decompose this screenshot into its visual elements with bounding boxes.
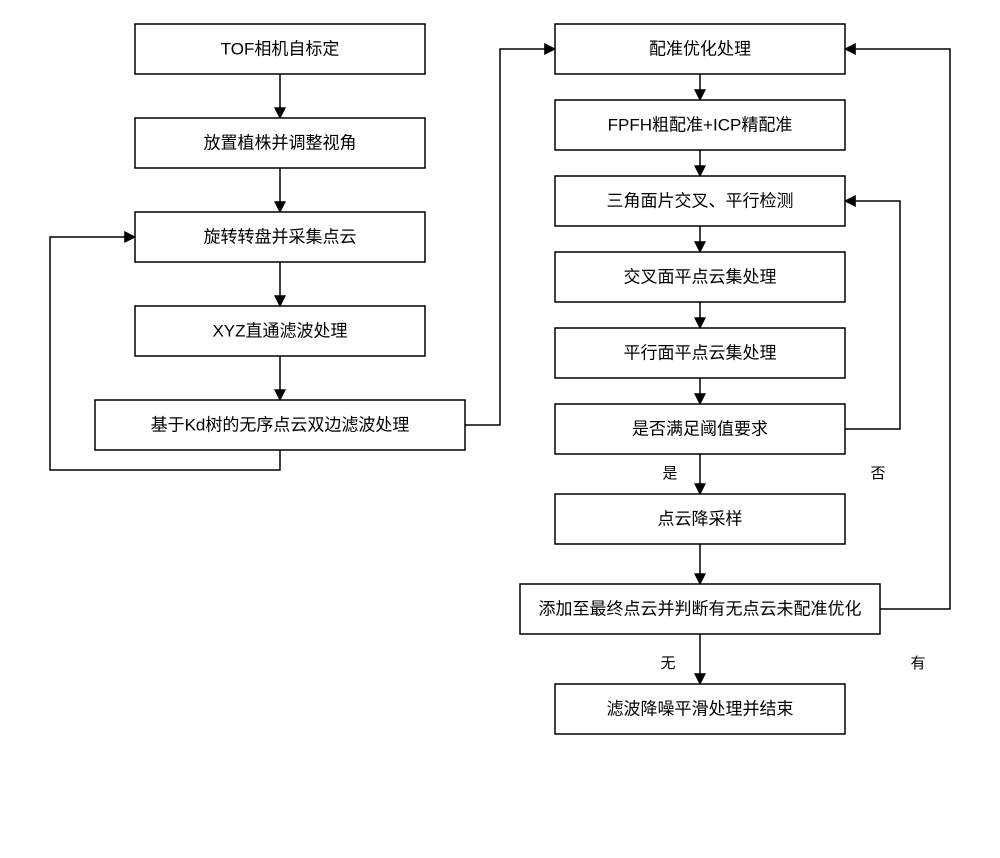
flow-node-label-r9: 滤波降噪平滑处理并结束 xyxy=(607,699,794,718)
flow-node-label-r7: 点云降采样 xyxy=(658,509,743,528)
flow-node-label-r3: 三角面片交叉、平行检测 xyxy=(607,191,794,210)
edge-label-none-r8: 无 xyxy=(660,655,675,672)
flow-node-label-r2: FPFH粗配准+ICP精配准 xyxy=(608,115,793,134)
flow-node-label-l2: 放置植株并调整视角 xyxy=(204,133,357,152)
flow-node-label-l5: 基于Kd树的无序点云双边滤波处理 xyxy=(151,415,410,434)
edge-label-yes-r6: 是 xyxy=(662,465,677,482)
flow-edge-r8-r1 xyxy=(845,49,950,609)
flowchart-canvas: TOF相机自标定放置植株并调整视角旋转转盘并采集点云 XYZ直通滤波处理基于Kd树… xyxy=(0,0,1000,858)
flow-node-label-r1: 配准优化处理 xyxy=(649,39,751,58)
flow-node-label-l3: 旋转转盘并采集点云 xyxy=(204,227,357,246)
edge-label-no-r6: 否 xyxy=(870,465,885,482)
flow-edge-l5-r1 xyxy=(465,49,555,425)
flow-node-label-r4: 交叉面平点云集处理 xyxy=(624,267,777,286)
flow-node-label-r8: 添加至最终点云并判断有无点云未配准优化 xyxy=(539,599,862,618)
flow-node-label-l1: TOF相机自标定 xyxy=(221,39,340,58)
flow-node-label-r6: 是否满足阈值要求 xyxy=(632,419,768,438)
edge-label-has-r8: 有 xyxy=(910,655,925,672)
flow-node-label-l4: XYZ直通滤波处理 xyxy=(212,321,347,340)
flow-edge-r6-r3 xyxy=(845,201,900,429)
flow-node-label-r5: 平行面平点云集处理 xyxy=(624,343,777,362)
